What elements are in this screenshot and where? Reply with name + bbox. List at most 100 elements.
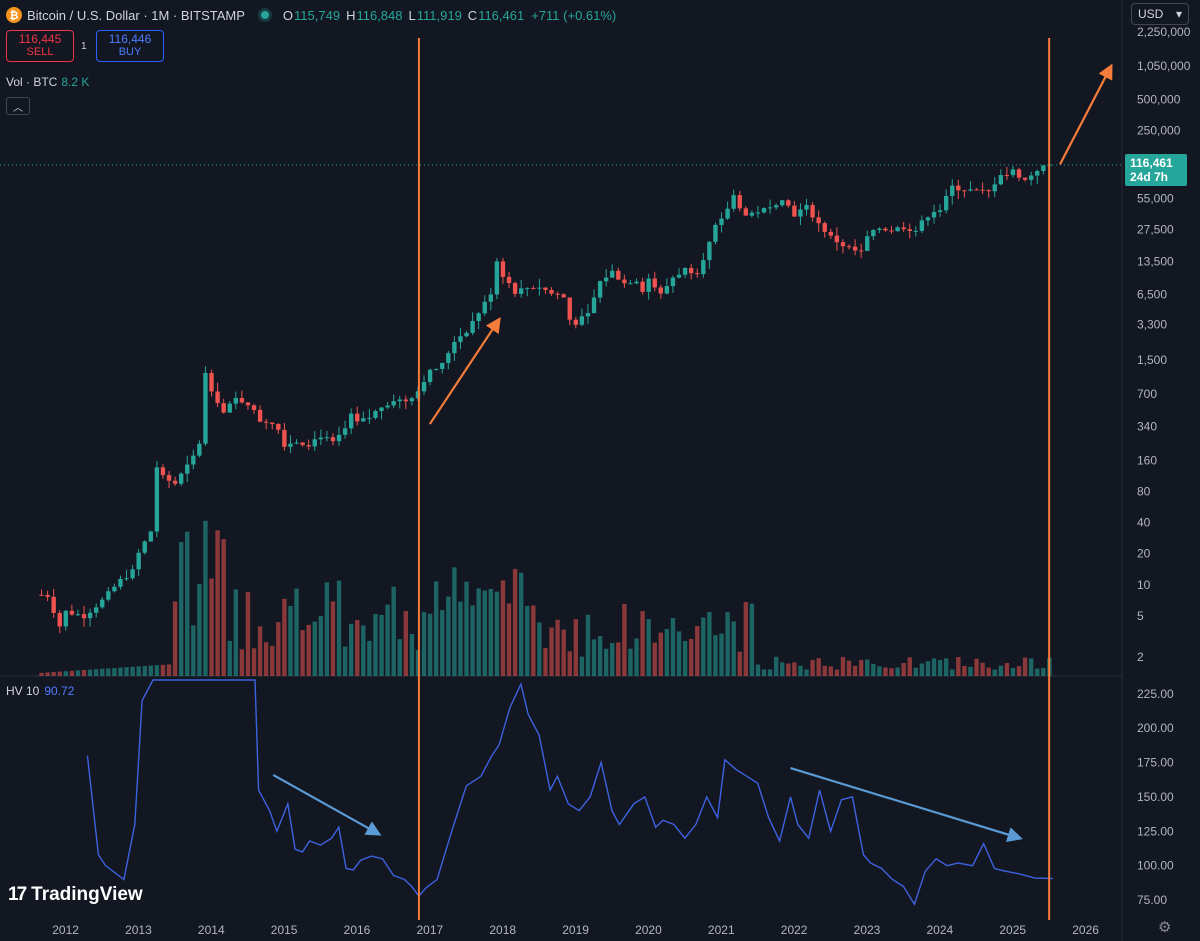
candle-body [355,413,360,422]
volume-bar [640,611,645,676]
candle-body [664,286,670,294]
candle-body [767,207,773,209]
candle-body [695,273,700,275]
candle-body [865,236,870,251]
volume-bar [512,568,518,676]
candle-body [1016,169,1022,178]
candle-body [743,208,748,216]
volume-bar [367,640,372,676]
hv-tick-label: 100.00 [1137,859,1174,873]
hv-legend[interactable]: HV 10 90.72 [6,684,74,698]
candle-body [300,442,305,446]
candle-body [385,405,390,408]
candle-body [63,610,68,627]
candle-body [312,439,317,447]
bitcoin-icon: ₿ [6,7,22,23]
candle-body [87,612,93,619]
candle-body [57,612,62,627]
time-tick-label: 2015 [271,923,298,937]
symbol-title[interactable]: Bitcoin / U.S. Dollar · 1M · BITSTAMP [27,7,245,23]
volume-bar [567,651,572,676]
candle-body [470,321,475,333]
candle-body [136,552,141,570]
ohlc-value: 111,919 [416,7,462,23]
volume-bar [549,627,554,676]
candle-body [525,288,530,290]
volume-bar [628,648,633,676]
candle-body [956,185,961,191]
tradingview-logo-text: TradingView [31,884,143,905]
price-tick-label: 160 [1137,453,1157,467]
candle-body [142,541,147,553]
candle-body [306,445,311,447]
volume-bar [937,659,943,676]
chevron-down-icon: ▾ [1175,7,1182,21]
trend-arrow-blue [272,773,382,836]
candle-body [773,205,779,208]
volume-bar [980,662,985,676]
volume-bar [172,601,178,676]
candle-body [634,281,639,284]
volume-bar [245,592,251,676]
candle-body [597,281,603,298]
hv-legend-label: HV 10 [6,684,40,698]
volume-bar [391,586,396,676]
buy-button[interactable]: 116,446 BUY [96,30,164,62]
volume-bar [227,640,232,676]
candle-body [282,429,287,447]
price-tick-label: 6,500 [1137,287,1167,301]
volume-bar [701,617,706,676]
volume-bar [871,663,876,676]
volume-bar [731,621,736,676]
gear-icon[interactable]: ⚙ [1158,919,1172,936]
candle-body [185,464,190,474]
tradingview-logo[interactable]: 17 TradingView [8,884,143,906]
candle-body [203,372,208,444]
candle-body [391,401,396,406]
volume-bar [610,643,615,676]
volume-bar [476,588,481,676]
volume-bar [931,658,937,676]
price-candles [39,158,1052,634]
currency-label: USD [1138,7,1164,21]
price-tick-label: 10 [1137,578,1151,592]
spread-value: 1 [81,41,87,52]
candle-body [871,230,876,237]
candle-body [239,398,245,403]
time-tick-label: 2014 [198,923,225,937]
volume-bar [63,671,68,676]
volume-bar [1016,666,1022,676]
sell-button[interactable]: 116,445 SELL [6,30,74,62]
candle-body [178,473,184,484]
volume-bar [579,656,585,676]
collapse-legend-button[interactable]: ︿ [6,97,30,115]
candle-body [172,480,178,484]
price-tick-label: 27,500 [1137,223,1174,237]
volume-bar [622,603,627,676]
time-tick-label: 2019 [562,923,589,937]
candle-body [276,424,281,430]
price-tick-label: 3,300 [1137,318,1167,332]
volume-bar [409,633,415,676]
ohlc-value: 116,848 [356,7,403,23]
candle-body [537,287,542,289]
candle-body [810,204,815,218]
hv-tick-label: 200.00 [1137,721,1174,735]
volume-bar [494,591,500,676]
currency-select[interactable]: USD ▾ [1131,3,1189,25]
volume-bar [1004,663,1010,676]
candle-body [907,229,912,232]
volume-legend[interactable]: Vol · BTC 8.2 K [6,75,89,89]
volume-bar [106,668,111,676]
time-tick-label: 2013 [125,923,152,937]
ohlc-key: H [346,7,356,23]
volume-bar [1010,668,1016,676]
candle-body [780,200,785,206]
volume-bar [743,602,748,676]
price-tick-label: 700 [1137,387,1157,401]
price-tick-label: 13,500 [1137,254,1174,268]
candle-body [482,301,487,314]
candle-body [962,190,967,192]
candle-body [233,398,238,404]
